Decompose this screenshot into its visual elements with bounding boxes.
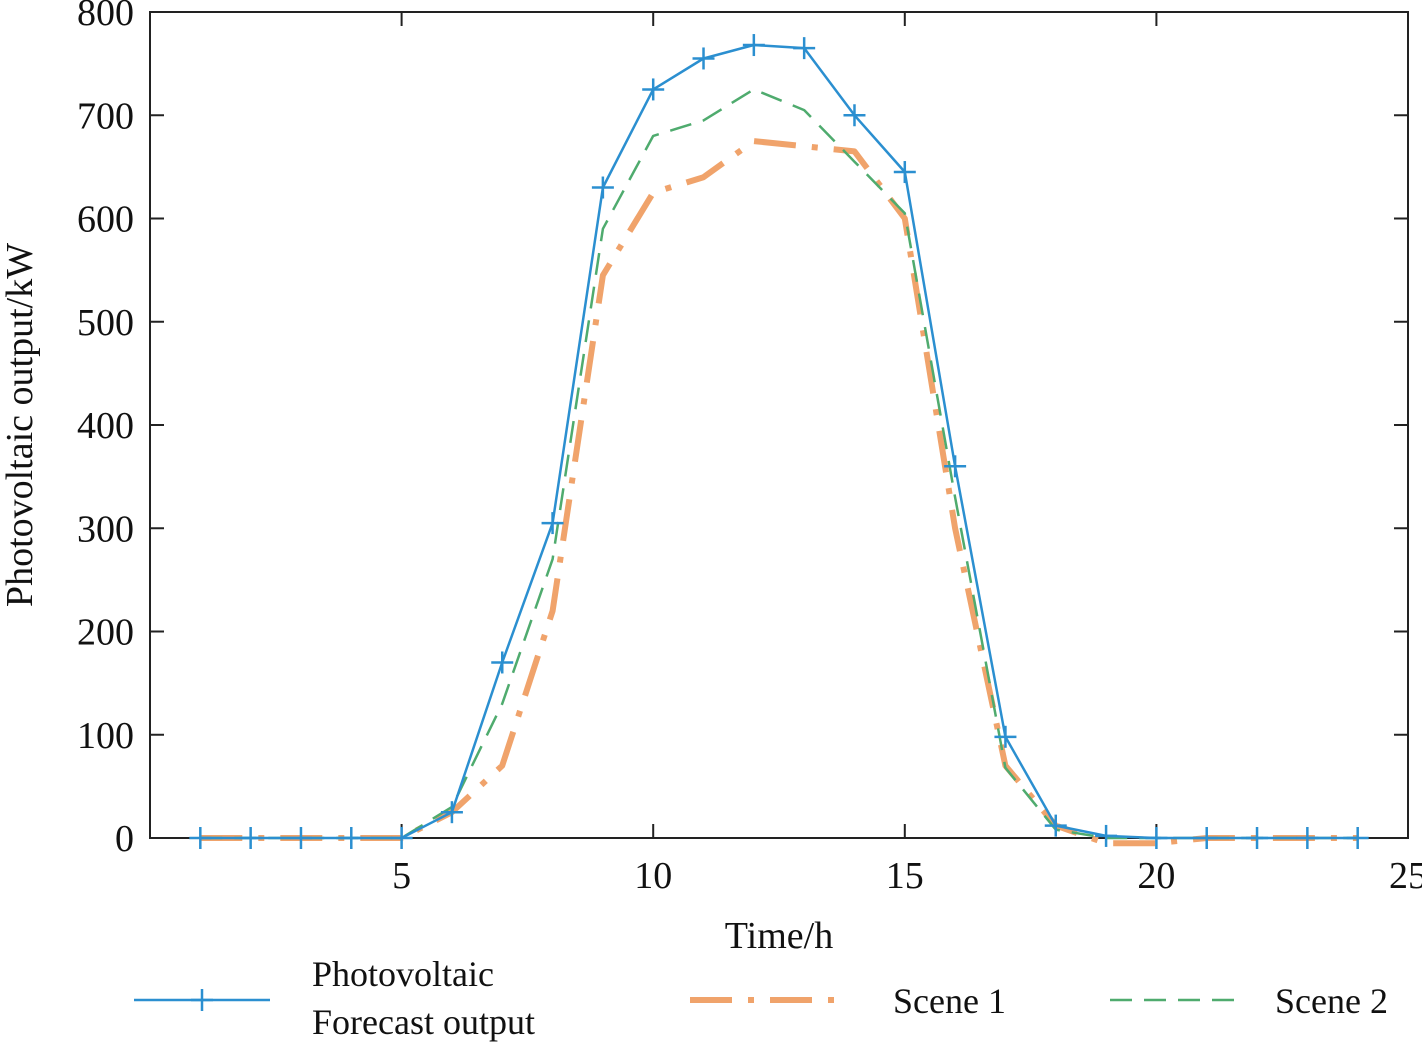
x-tick-label: 20 — [1137, 855, 1175, 897]
x-tick-label: 25 — [1389, 855, 1422, 897]
data-point-marker — [340, 827, 363, 849]
data-point-marker — [1246, 827, 1269, 849]
y-tick-label: 600 — [77, 199, 134, 241]
data-point-marker — [944, 455, 967, 478]
y-tick-label: 0 — [115, 818, 134, 860]
y-tick-label: 500 — [77, 302, 134, 344]
legend: Photovoltaic Forecast output Scene 1 Scene … — [134, 954, 1388, 1042]
data-point-marker — [1346, 827, 1369, 849]
data-point-marker — [843, 104, 866, 127]
data-point-marker — [994, 725, 1017, 748]
x-tick-label: 15 — [886, 855, 924, 897]
data-point-marker — [1296, 827, 1319, 849]
y-tick-label: 100 — [77, 715, 134, 757]
data-point-marker — [642, 78, 665, 101]
data-point-marker — [289, 827, 312, 849]
series-line-1 — [200, 43, 1358, 840]
plot-frame — [149, 11, 1409, 839]
data-point-marker — [591, 176, 614, 199]
y-tick-label: 200 — [77, 612, 134, 654]
series-line-3 — [200, 88, 1358, 840]
x-tick-label: 10 — [634, 855, 672, 897]
data-point-marker — [491, 651, 514, 674]
x-tick-label: 5 — [392, 855, 411, 897]
series-line-2 — [200, 138, 1358, 847]
y-tick-label: 800 — [77, 0, 134, 34]
y-tick-label: 700 — [77, 95, 134, 137]
data-point-marker — [239, 827, 262, 849]
tick-labels: 5 10 15 20 25 0 100 200 300 400 500 600 700 800 — [77, 0, 1422, 897]
axis-ticks — [150, 11, 1409, 839]
legend-item-3: Scene 2 — [1110, 981, 1388, 1021]
y-tick-label: 400 — [77, 405, 134, 447]
legend-label: Scene 1 — [893, 981, 1006, 1021]
series-layer — [189, 34, 1369, 849]
x-axis-title: Time/h — [725, 915, 833, 957]
data-point-marker — [1095, 824, 1118, 847]
data-point-marker — [1044, 814, 1067, 837]
data-point-marker — [440, 801, 463, 824]
data-point-marker — [189, 827, 212, 849]
data-point-marker — [541, 512, 564, 535]
data-point-marker — [692, 47, 715, 70]
data-point-marker — [390, 827, 413, 849]
legend-label: Photovoltaic — [312, 954, 494, 994]
legend-item-2: Scene 1 — [690, 981, 1006, 1021]
data-point-marker — [1195, 827, 1218, 849]
data-point-marker — [793, 37, 816, 60]
legend-item-1: Photovoltaic Forecast output — [134, 954, 535, 1042]
data-point-marker — [742, 34, 765, 57]
y-axis-title: Photovoltaic output/kW — [0, 243, 41, 607]
data-point-marker — [1145, 827, 1168, 849]
y-tick-label: 300 — [77, 508, 134, 550]
data-point-marker — [893, 161, 916, 184]
legend-label: Forecast output — [312, 1002, 535, 1042]
legend-label: Scene 2 — [1275, 981, 1388, 1021]
